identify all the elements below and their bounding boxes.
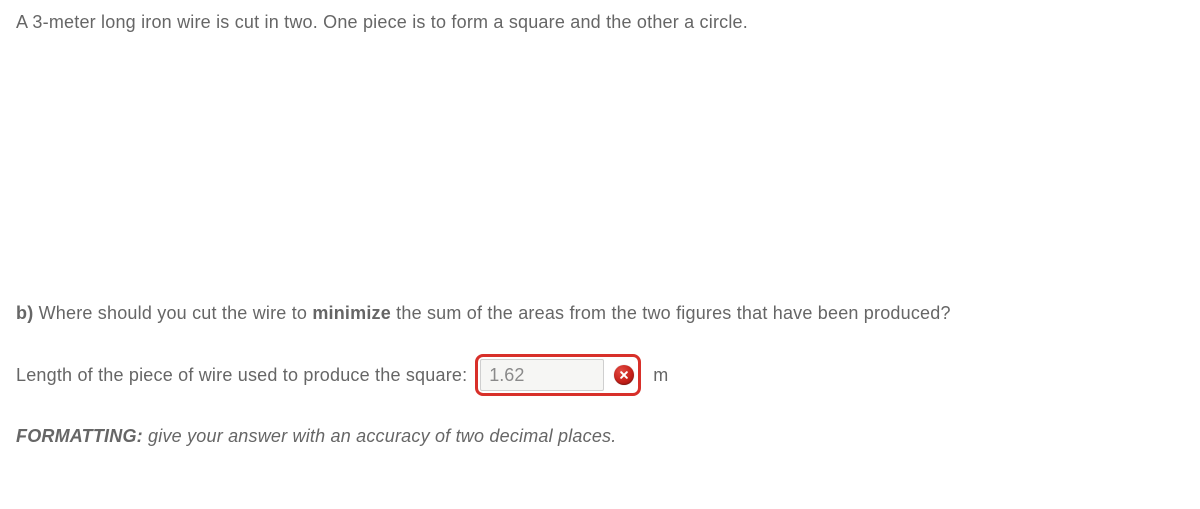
- wire-length-value: 3: [32, 12, 42, 32]
- part-b-text-after: the sum of the areas from the two figure…: [391, 303, 951, 323]
- problem-prefix: A: [16, 12, 32, 32]
- problem-suffix: -meter long iron wire is cut in two. One…: [43, 12, 748, 32]
- part-b-label: b): [16, 303, 33, 323]
- answer-input[interactable]: [480, 359, 604, 391]
- part-b-emphasis: minimize: [312, 303, 391, 323]
- formatting-text: give your answer with an accuracy of two…: [143, 426, 617, 446]
- answer-input-wrapper: [475, 354, 641, 396]
- part-b-text-before: Where should you cut the wire to: [33, 303, 312, 323]
- formatting-note: FORMATTING: give your answer with an acc…: [16, 426, 1184, 447]
- answer-row: Length of the piece of wire used to prod…: [16, 354, 1184, 396]
- part-b-question: b) Where should you cut the wire to mini…: [16, 303, 1184, 324]
- answer-unit: m: [653, 365, 668, 386]
- formatting-label: FORMATTING:: [16, 426, 143, 446]
- problem-statement: A 3-meter long iron wire is cut in two. …: [16, 12, 1184, 33]
- answer-prompt: Length of the piece of wire used to prod…: [16, 365, 467, 386]
- incorrect-icon: [614, 365, 634, 385]
